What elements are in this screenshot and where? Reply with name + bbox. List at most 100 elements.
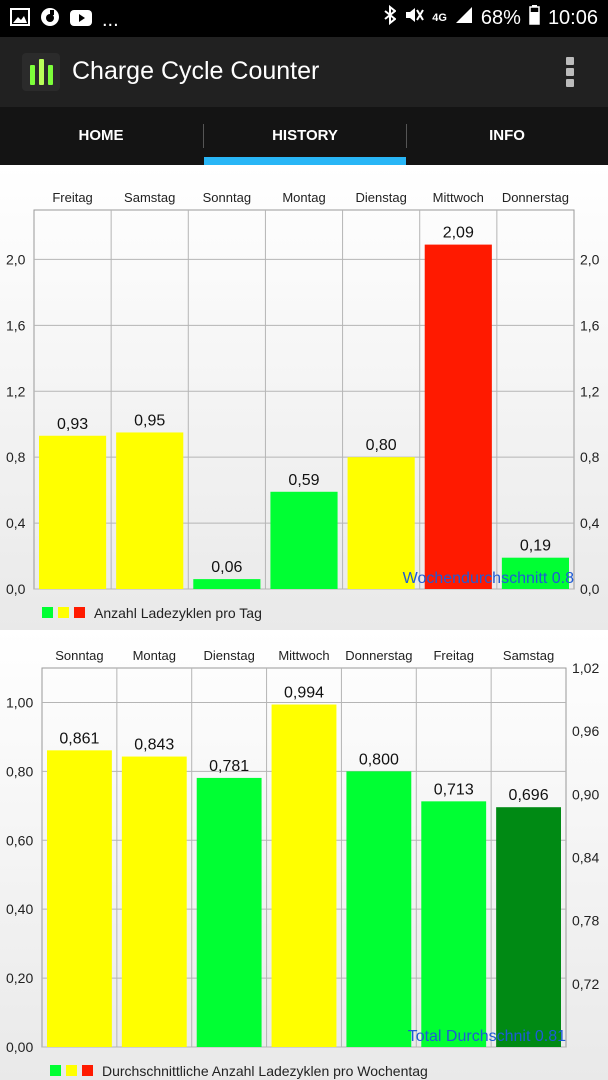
- youtube-icon: [70, 9, 92, 32]
- bluetooth-icon: [384, 4, 397, 31]
- bar: [116, 432, 184, 589]
- bar: [47, 750, 112, 1047]
- x-axis-category-label: Sonntag: [55, 648, 103, 663]
- weekday-average-chart: 0,00 0,20 0,40 0,60 0,80 1,00 0,72 0,78 0,84 0,90…: [0, 630, 608, 1080]
- bar-value-label: 0,781: [209, 758, 249, 775]
- bar-value-label: 0,994: [284, 685, 324, 702]
- y-axis-tick-label: 1,2: [6, 383, 26, 399]
- x-axis-category-label: Mittwoch: [278, 648, 329, 663]
- bar: [271, 704, 337, 1047]
- bar: [501, 557, 569, 589]
- y-axis-tick-label: 0,0: [6, 581, 26, 597]
- y-axis-tick-label: 0,00: [6, 1039, 33, 1055]
- mute-icon: [404, 5, 425, 31]
- legend-swatch: [58, 607, 69, 618]
- legend-swatch: [50, 1065, 61, 1076]
- y-axis-right-tick-label: 0,84: [572, 850, 599, 866]
- legend-swatch: [82, 1065, 93, 1076]
- x-axis-category-label: Donnerstag: [345, 648, 412, 663]
- y-axis-right-tick-label: 2,0: [580, 251, 600, 267]
- y-axis-tick-label: 0,4: [6, 515, 26, 531]
- legend-label: Anzahl Ladezyklen pro Tag: [94, 605, 262, 621]
- bar-value-label: 0,59: [288, 472, 319, 489]
- legend-swatch: [42, 607, 53, 618]
- y-axis-tick-label: 2,0: [6, 251, 26, 267]
- y-axis-tick-label: 0,40: [6, 901, 33, 917]
- image-icon: [10, 8, 30, 32]
- y-axis-right-tick-label: 1,2: [580, 383, 600, 399]
- y-axis-tick-label: 0,80: [6, 763, 33, 779]
- vodafone-icon: [40, 7, 60, 33]
- bar-value-label: 0,93: [57, 416, 88, 433]
- status-bar: ... 4G 68% 10:06: [0, 0, 608, 37]
- x-axis-category-label: Freitag: [52, 190, 92, 205]
- bar-value-label: 0,06: [211, 559, 242, 576]
- legend-swatch: [66, 1065, 77, 1076]
- bar-value-label: 0,861: [59, 730, 99, 747]
- x-axis-category-label: Montag: [282, 190, 325, 205]
- average-annotation: Total Durchschnit 0.81: [408, 1028, 566, 1045]
- bar-value-label: 0,80: [366, 437, 397, 454]
- x-axis-category-label: Dienstag: [203, 648, 254, 663]
- tab-indicator: [204, 157, 406, 165]
- tab-bar: HOME HISTORY INFO: [0, 107, 608, 165]
- app-logo-icon: [22, 53, 60, 91]
- y-axis-tick-label: 1,6: [6, 317, 26, 333]
- y-axis-right-tick-label: 0,96: [572, 723, 599, 739]
- y-axis-tick-label: 0,20: [6, 970, 33, 986]
- bar-value-label: 2,09: [443, 225, 474, 242]
- battery-icon: [529, 5, 540, 31]
- tab-info[interactable]: INFO: [489, 127, 525, 144]
- bar: [346, 771, 412, 1047]
- y-axis-tick-label: 0,8: [6, 449, 26, 465]
- network-type: 4G: [432, 12, 447, 24]
- bar-value-label: 0,19: [520, 538, 551, 555]
- bar-value-label: 0,95: [134, 412, 165, 429]
- y-axis-right-tick-label: 0,90: [572, 786, 599, 802]
- notification-more: ...: [102, 8, 119, 31]
- y-axis-right-tick-label: 0,8: [580, 449, 600, 465]
- tab-divider: [203, 124, 204, 148]
- x-axis-category-label: Mittwoch: [433, 190, 484, 205]
- daily-cycles-chart: 0,0 0,4 0,8 1,2 1,6 2,0 0,0 0,4 0,8 1,2 1,6 2,0 Frei…: [0, 165, 608, 630]
- average-annotation: Wochendurchschnitt 0.8: [403, 570, 574, 587]
- bar: [196, 777, 262, 1047]
- y-axis-right-tick-label: 0,4: [580, 515, 600, 531]
- bar: [121, 756, 187, 1047]
- bar: [496, 807, 561, 1047]
- x-axis-category-label: Donnerstag: [502, 190, 569, 205]
- x-axis-category-label: Freitag: [433, 648, 473, 663]
- y-axis-right-tick-label: 1,02: [572, 660, 599, 676]
- clock: 10:06: [547, 6, 598, 29]
- y-axis-tick-label: 1,00: [6, 694, 33, 710]
- x-axis-category-label: Samstag: [503, 648, 554, 663]
- bar-value-label: 0,713: [434, 781, 474, 798]
- bar: [421, 801, 487, 1047]
- tab-divider: [406, 124, 407, 148]
- app-bar: Charge Cycle Counter: [0, 37, 608, 107]
- bar: [270, 491, 338, 589]
- bar-value-label: 0,800: [359, 751, 399, 768]
- y-axis-right-tick-label: 0,78: [572, 913, 599, 929]
- bar: [347, 457, 415, 589]
- bar: [39, 435, 107, 589]
- bar: [424, 244, 492, 589]
- y-axis-tick-label: 0,60: [6, 832, 33, 848]
- tab-home[interactable]: HOME: [78, 127, 124, 144]
- legend-swatch: [74, 607, 85, 618]
- battery-percent: 68%: [480, 6, 521, 29]
- y-axis-right-tick-label: 0,72: [572, 976, 599, 992]
- bar: [193, 579, 261, 589]
- signal-icon: [455, 6, 473, 30]
- tab-history[interactable]: HISTORY: [272, 127, 338, 144]
- overflow-menu-icon[interactable]: [566, 57, 574, 87]
- x-axis-category-label: Dienstag: [355, 190, 406, 205]
- bar-value-label: 0,696: [509, 787, 549, 804]
- x-axis-category-label: Sonntag: [203, 190, 251, 205]
- x-axis-category-label: Montag: [133, 648, 176, 663]
- app-title: Charge Cycle Counter: [72, 57, 320, 85]
- x-axis-category-label: Samstag: [124, 190, 175, 205]
- y-axis-right-tick-label: 0,0: [580, 581, 600, 597]
- y-axis-right-tick-label: 1,6: [580, 317, 600, 333]
- legend-label: Durchschnittliche Anzahl Ladezyklen pro …: [102, 1063, 428, 1079]
